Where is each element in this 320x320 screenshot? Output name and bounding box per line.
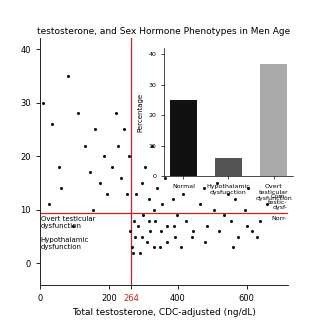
Point xyxy=(131,218,136,223)
Point xyxy=(187,170,192,175)
Point xyxy=(218,143,223,148)
Point xyxy=(217,229,222,234)
Point xyxy=(131,250,136,255)
Point xyxy=(254,234,260,239)
Point xyxy=(158,229,163,234)
Point xyxy=(174,212,180,218)
X-axis label: Total testosterone, CDC-adjusted (ng/dL): Total testosterone, CDC-adjusted (ng/dL) xyxy=(72,308,256,317)
Point xyxy=(134,191,139,196)
Point xyxy=(203,239,208,244)
Point xyxy=(92,127,98,132)
Point xyxy=(184,218,189,223)
Point xyxy=(126,154,132,159)
Point xyxy=(249,229,254,234)
Point xyxy=(151,207,156,212)
Point xyxy=(168,159,173,164)
Point xyxy=(232,196,237,202)
Point xyxy=(124,191,129,196)
Point xyxy=(118,175,124,180)
Point xyxy=(122,127,127,132)
Point xyxy=(137,250,142,255)
Point xyxy=(149,143,155,148)
Point xyxy=(228,218,234,223)
Point xyxy=(244,223,249,228)
Point xyxy=(170,196,175,202)
Point xyxy=(65,73,70,78)
Point xyxy=(153,218,158,223)
Point xyxy=(82,143,87,148)
Point xyxy=(204,223,210,228)
Point xyxy=(128,229,133,234)
Text: Overt testicular
dysfunction: Overt testicular dysfunction xyxy=(41,216,95,229)
Point xyxy=(46,202,51,207)
Point xyxy=(162,175,167,180)
Y-axis label: Percentage: Percentage xyxy=(137,93,143,132)
Point xyxy=(179,245,184,250)
Point xyxy=(105,191,110,196)
Point xyxy=(208,164,213,170)
Point xyxy=(70,223,75,228)
Point xyxy=(87,170,92,175)
Point xyxy=(212,207,217,212)
Point xyxy=(142,164,148,170)
Point xyxy=(144,239,149,244)
Point xyxy=(222,212,227,218)
Point xyxy=(113,111,118,116)
Point xyxy=(177,132,182,137)
Point xyxy=(146,218,151,223)
Point xyxy=(172,223,177,228)
Bar xyxy=(215,158,242,176)
Point xyxy=(155,186,160,191)
Point xyxy=(165,223,170,228)
Point xyxy=(148,229,153,234)
Point xyxy=(172,234,178,239)
Point xyxy=(132,234,137,239)
Point xyxy=(141,212,146,218)
Point xyxy=(130,245,135,250)
Text: Com-
testic-
dysf-: Com- testic- dysf- xyxy=(268,194,287,210)
Point xyxy=(91,207,96,212)
Point xyxy=(41,100,46,105)
Point xyxy=(215,180,220,186)
Point xyxy=(151,245,156,250)
Point xyxy=(136,223,141,228)
Point xyxy=(180,191,186,196)
Point xyxy=(98,180,103,186)
Point xyxy=(165,239,170,244)
Point xyxy=(110,164,115,170)
Point xyxy=(160,202,165,207)
Point xyxy=(242,207,247,212)
Point xyxy=(139,234,144,239)
Point xyxy=(56,164,61,170)
Title: testosterone, and Sex Hormone Phenotypes in Men Age: testosterone, and Sex Hormone Phenotypes… xyxy=(37,27,291,36)
Point xyxy=(194,154,199,159)
Text: Hypothalamic
dysfunction: Hypothalamic dysfunction xyxy=(41,237,89,250)
Point xyxy=(50,122,55,127)
Point xyxy=(75,111,80,116)
Point xyxy=(236,234,241,239)
Bar xyxy=(260,63,287,176)
Bar xyxy=(170,100,197,176)
Point xyxy=(239,170,244,175)
Point xyxy=(157,245,163,250)
Point xyxy=(201,186,206,191)
Point xyxy=(58,186,63,191)
Point xyxy=(139,180,144,186)
Point xyxy=(146,196,151,202)
Point xyxy=(246,186,251,191)
Point xyxy=(115,143,120,148)
Point xyxy=(191,229,196,234)
Point xyxy=(258,218,263,223)
Point xyxy=(189,234,194,239)
Point xyxy=(198,202,203,207)
Point xyxy=(265,202,270,207)
Point xyxy=(225,191,230,196)
Point xyxy=(230,245,236,250)
Point xyxy=(101,154,106,159)
Text: Norr-: Norr- xyxy=(272,216,287,221)
